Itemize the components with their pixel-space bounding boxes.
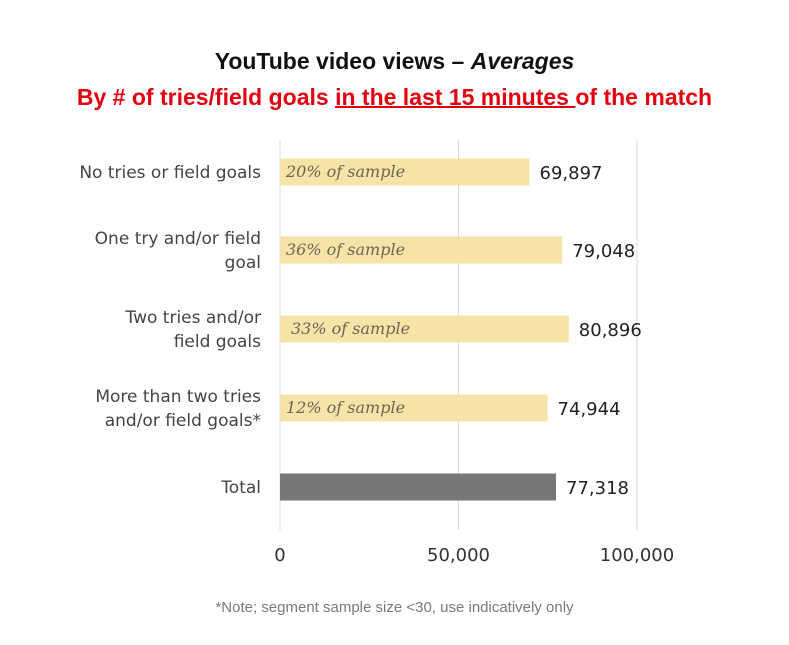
value-label: 74,944 (558, 399, 621, 420)
x-tick-label: 100,000 (600, 545, 674, 566)
x-tick-label: 0 (274, 545, 285, 566)
category-label: Two tries and/or field goals (125, 308, 262, 352)
value-label: 77,318 (566, 478, 629, 499)
sample-share-label: 33% of sample (291, 319, 410, 338)
sample-share-label: 36% of sample (286, 240, 405, 259)
labels: 0 50,000 100,000 69,897 20% of sample No trie… (79, 162, 674, 566)
bar (280, 315, 569, 343)
value-label: 80,896 (579, 320, 642, 341)
chart-subtitle: By # of tries/field goals in the last 15… (76, 84, 713, 110)
x-tick-label: 50,000 (427, 545, 490, 566)
sample-share-label: 12% of sample (286, 398, 405, 417)
category-label: One try and/or field goal (95, 229, 261, 273)
value-label: 79,048 (572, 241, 635, 262)
bar-total (280, 473, 557, 501)
value-label: 69,897 (540, 163, 603, 184)
bar (280, 158, 530, 186)
bar (280, 236, 563, 264)
sample-share-label: 20% of sample (285, 162, 405, 181)
category-label: No tries or field goals (79, 163, 261, 183)
bar (280, 394, 548, 422)
category-label: Total (220, 478, 261, 498)
chart-title: YouTube video views – Averages (214, 48, 575, 74)
category-label: More than two tries and/or field goals* (95, 387, 261, 431)
footnote: *Note; segment sample size <30, use indi… (215, 599, 574, 616)
bars (280, 158, 569, 501)
